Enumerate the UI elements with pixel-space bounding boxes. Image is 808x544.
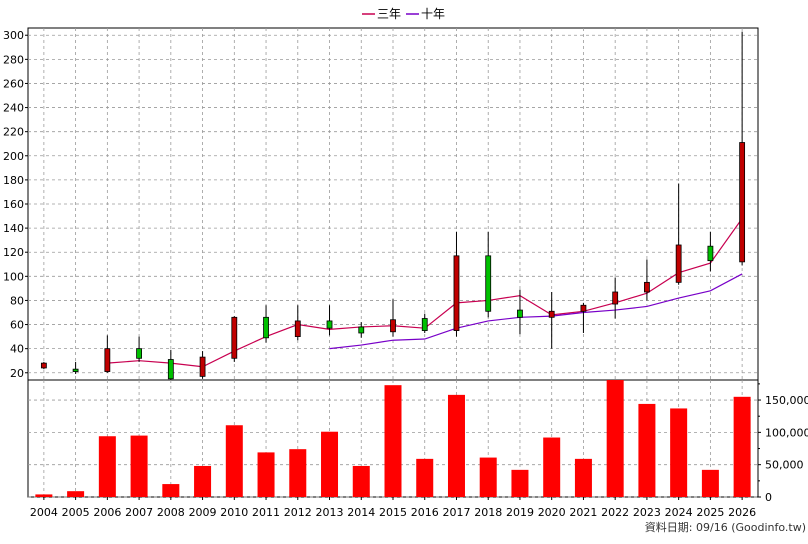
- legend-label-3yr: 三年: [377, 7, 401, 21]
- x-tick-label: 2018: [474, 506, 502, 519]
- price-tick-label: 240: [3, 102, 24, 115]
- volume-bar: [574, 458, 592, 497]
- x-tick-label: 2015: [379, 506, 407, 519]
- candle-body: [199, 356, 206, 377]
- candle-body: [421, 318, 428, 331]
- price-tick-label: 260: [3, 77, 24, 90]
- x-tick-label: 2024: [665, 506, 693, 519]
- candle-body: [485, 255, 492, 312]
- candle-body: [40, 362, 47, 369]
- volume-bar: [130, 435, 148, 497]
- candle-body: [644, 281, 650, 293]
- x-tick-label: 2026: [728, 506, 756, 519]
- candle-body: [263, 316, 269, 339]
- volume-bar: [416, 458, 434, 497]
- price-tick-label: 160: [3, 198, 24, 211]
- price-tick-label: 100: [3, 270, 24, 283]
- volume-tick-label: 150,000: [765, 394, 808, 407]
- volume-tick-label: 0: [765, 491, 772, 504]
- price-tick-label: 40: [10, 343, 24, 356]
- volume-bar: [35, 494, 53, 497]
- x-tick-label: 2005: [62, 506, 90, 519]
- volume-bar: [384, 385, 402, 497]
- volume-bar: [162, 484, 180, 497]
- x-tick-label: 2006: [93, 506, 121, 519]
- price-tick-label: 220: [3, 126, 24, 139]
- volume-bar: [352, 465, 370, 497]
- volume-bar: [194, 465, 212, 497]
- volume-bar: [67, 491, 85, 497]
- volume-bar: [321, 431, 339, 497]
- price-tick-label: 180: [3, 174, 24, 187]
- x-tick-label: 2004: [30, 506, 58, 519]
- volume-bar: [447, 394, 465, 497]
- candle-body: [358, 326, 365, 334]
- x-tick-label: 2014: [347, 506, 375, 519]
- candle-body: [453, 255, 460, 331]
- candle-body: [326, 320, 333, 329]
- volume-bar: [543, 437, 561, 497]
- volume-bar: [701, 469, 719, 497]
- volume-tick-label: 50,000: [765, 459, 804, 472]
- volume-bar: [257, 452, 275, 497]
- volume-bar: [98, 436, 116, 497]
- volume-bar: [733, 396, 751, 497]
- price-tick-label: 280: [3, 53, 24, 66]
- x-tick-label: 2012: [284, 506, 312, 519]
- price-tick-label: 200: [3, 150, 24, 163]
- x-tick-label: 2016: [411, 506, 439, 519]
- legend: 三年 十年: [362, 7, 445, 21]
- candle-body: [231, 316, 238, 359]
- candle-body: [167, 359, 174, 380]
- x-tick-label: 2011: [252, 506, 280, 519]
- volume-panel: 0 50,000 100,000 150,000 2004 2005 2006 2007 200…: [27, 379, 808, 519]
- source-label: 資料日期: 09/16 (Goodinfo.tw): [645, 520, 806, 534]
- x-tick-label: 2017: [442, 506, 470, 519]
- volume-bar: [225, 425, 243, 497]
- legend-label-10yr: 十年: [421, 7, 445, 21]
- candle-body: [612, 291, 619, 305]
- candle-body: [294, 320, 301, 338]
- price-tick-label: 80: [10, 294, 24, 307]
- x-tick-label: 2021: [569, 506, 597, 519]
- price-tick-label: 300: [3, 29, 24, 42]
- x-tick-label: 2022: [601, 506, 629, 519]
- volume-bar: [479, 457, 497, 497]
- x-tick-label: 2019: [506, 506, 534, 519]
- price-tick-label: 140: [3, 222, 24, 235]
- x-tick-label: 2020: [538, 506, 566, 519]
- volume-bar: [289, 449, 307, 497]
- candle-body: [390, 319, 396, 333]
- x-tick-label: 2025: [696, 506, 724, 519]
- x-tick-label: 2010: [220, 506, 248, 519]
- price-tick-label: 20: [10, 367, 24, 380]
- candle-body: [739, 142, 746, 263]
- price-panel: 20 40 60 80 100 120 140 160 180 200 220 240 260 280 30…: [3, 27, 759, 381]
- candle-body: [580, 304, 587, 312]
- price-tick-label: 60: [10, 319, 24, 332]
- volume-bar: [670, 408, 688, 497]
- candle-body: [517, 309, 523, 318]
- x-tick-label: 2013: [316, 506, 344, 519]
- candle-body: [707, 245, 714, 262]
- price-tick-label: 120: [3, 246, 24, 259]
- candle-body: [72, 368, 79, 372]
- x-tick-label: 2007: [125, 506, 153, 519]
- volume-bar: [638, 403, 656, 497]
- candle-body: [675, 244, 682, 283]
- candle-body: [548, 310, 555, 318]
- candle-body: [136, 348, 142, 359]
- x-tick-label: 2023: [633, 506, 661, 519]
- x-tick-label: 2008: [157, 506, 185, 519]
- volume-bar: [511, 469, 529, 497]
- candle-body: [104, 348, 111, 372]
- volume-tick-label: 100,000: [765, 426, 808, 439]
- volume-bar: [606, 380, 624, 497]
- x-tick-label: 2009: [189, 506, 217, 519]
- ma-line-10yr: [329, 273, 743, 350]
